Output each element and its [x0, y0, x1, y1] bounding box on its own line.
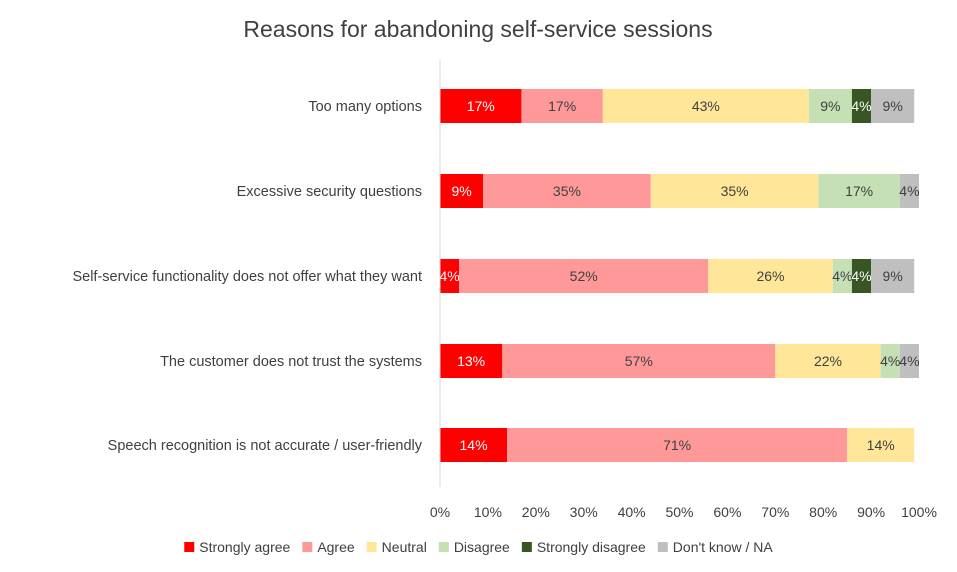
- data-label: 26%: [756, 268, 784, 284]
- bar-segment: [440, 344, 503, 378]
- x-tick-label: 100%: [901, 504, 937, 520]
- data-label: 43%: [692, 98, 720, 114]
- bar-segment: [899, 344, 919, 378]
- bar-segment: [650, 174, 819, 208]
- bar-segment: [832, 259, 852, 293]
- category-label: Too many options: [308, 99, 422, 115]
- bar-segment: [602, 89, 809, 123]
- bar-segment: [483, 174, 651, 208]
- bar-segment: [871, 259, 915, 293]
- legend-label: Strongly agree: [199, 539, 290, 555]
- data-label: 9%: [451, 183, 471, 199]
- legend-item: Disagree: [438, 539, 510, 555]
- data-label: 17%: [548, 98, 576, 114]
- bar-segment: [507, 428, 848, 462]
- data-label: 52%: [570, 268, 598, 284]
- category-label: Self-service functionality does not offe…: [72, 269, 422, 285]
- bar-segment: [880, 344, 900, 378]
- data-label: 4%: [899, 353, 919, 369]
- data-label: 4%: [899, 183, 919, 199]
- legend-swatch: [184, 542, 195, 552]
- data-label: 22%: [814, 353, 842, 369]
- x-tick-label: 60%: [713, 504, 741, 520]
- data-label: 17%: [467, 98, 495, 114]
- x-tick-label: 0%: [430, 504, 450, 520]
- data-label: 35%: [721, 183, 749, 199]
- legend-swatch: [657, 542, 668, 552]
- bar-segment: [899, 174, 919, 208]
- bar-segment: [440, 89, 522, 123]
- data-label: 17%: [845, 183, 873, 199]
- bar-segment: [440, 259, 460, 293]
- data-label: 9%: [820, 98, 840, 114]
- bar-segment: [808, 89, 852, 123]
- x-tick-label: 40%: [618, 504, 646, 520]
- x-tick-label: 10%: [474, 504, 502, 520]
- legend-item: Neutral: [366, 539, 427, 555]
- data-label: 13%: [457, 353, 485, 369]
- data-label: 9%: [883, 98, 903, 114]
- legend-label: Disagree: [454, 539, 510, 555]
- bar-segment: [851, 259, 872, 293]
- data-label: 57%: [625, 353, 653, 369]
- bar-segment: [818, 174, 900, 208]
- category-label: Speech recognition is not accurate / use…: [108, 438, 423, 454]
- x-tick-label: 90%: [857, 504, 885, 520]
- legend-label: Don't know / NA: [673, 539, 774, 555]
- legend-label: Agree: [317, 539, 355, 555]
- legend-swatch: [366, 542, 377, 552]
- legend-label: Neutral: [382, 539, 427, 555]
- bar-segment: [871, 89, 915, 123]
- category-label: The customer does not trust the systems: [160, 354, 422, 370]
- data-label: 14%: [867, 437, 895, 453]
- data-label: 4%: [439, 268, 459, 284]
- legend-swatch: [302, 542, 313, 552]
- bar-segment: [440, 428, 508, 462]
- legend-item: Strongly disagree: [521, 539, 646, 555]
- bar-segment: [708, 259, 833, 293]
- bar-segment: [459, 259, 709, 293]
- data-label: 14%: [460, 437, 488, 453]
- data-label: 4%: [880, 353, 900, 369]
- data-label: 9%: [883, 268, 903, 284]
- legend-item: Agree: [302, 539, 355, 555]
- x-tick-label: 20%: [522, 504, 550, 520]
- x-tick-label: 80%: [809, 504, 837, 520]
- x-tick-label: 50%: [665, 504, 693, 520]
- bar-segment: [775, 344, 881, 378]
- chart-title: Reasons for abandoning self-service sess…: [243, 16, 712, 42]
- legend: Strongly agree Agree Neutral Disagree Strong…: [184, 539, 773, 555]
- data-label: 71%: [663, 437, 691, 453]
- x-tick-label: 30%: [570, 504, 598, 520]
- category-label: Excessive security questions: [237, 184, 422, 200]
- plot-area: Too many options Excessive security quest…: [72, 89, 920, 462]
- bar-segment: [847, 428, 915, 462]
- data-label: 4%: [832, 268, 852, 284]
- legend-swatch: [521, 542, 532, 552]
- x-tick-label: 70%: [761, 504, 789, 520]
- data-label: 35%: [553, 183, 581, 199]
- bar-segment: [851, 89, 872, 123]
- bar-segment: [521, 89, 603, 123]
- legend-label: Strongly disagree: [537, 539, 646, 555]
- x-axis: 0% 10% 20% 30% 40% 50% 60% 70% 80% 90% 100%: [430, 60, 937, 520]
- legend-swatch: [438, 542, 449, 552]
- data-label: 4%: [851, 98, 871, 114]
- legend-item: Strongly agree: [184, 539, 291, 555]
- data-label: 4%: [851, 268, 871, 284]
- legend-item: Don't know / NA: [657, 539, 774, 555]
- bar-segment: [440, 174, 484, 208]
- bar-segment: [502, 344, 776, 378]
